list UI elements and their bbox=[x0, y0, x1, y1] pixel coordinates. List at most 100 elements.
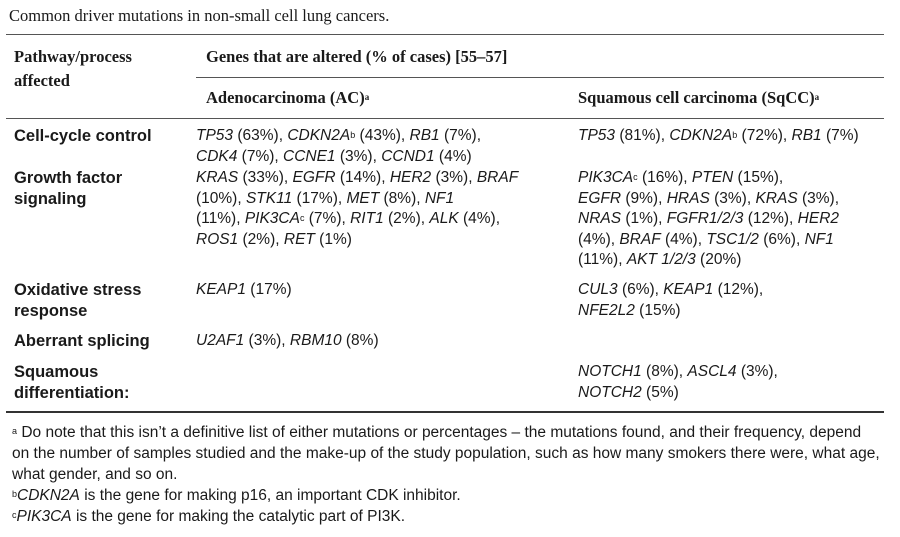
row-pathway: Oxidative stress response bbox=[14, 280, 194, 322]
gene-name: EGFR bbox=[578, 189, 622, 207]
gene-name: NRAS bbox=[578, 210, 622, 228]
footnote-b: bCDKN2A is the gene for making p16, an i… bbox=[12, 485, 882, 506]
gene-name: CCNE1 bbox=[283, 147, 336, 165]
gene-percentage: (4%), bbox=[458, 210, 501, 228]
row-pathway-line1: Growth factor bbox=[14, 169, 123, 187]
row-pathway: Squamous differentiation: bbox=[14, 362, 194, 404]
gene-percentage: (8%), bbox=[641, 363, 688, 380]
gene-name: RB1 bbox=[791, 127, 822, 144]
gene-name: CCND1 bbox=[381, 147, 435, 165]
gene-name: ASCL4 bbox=[687, 363, 737, 380]
footnote-b-gene: CDKN2A bbox=[17, 487, 80, 504]
gene-name: EGFR bbox=[292, 169, 336, 186]
gene-percentage: (12%), bbox=[713, 281, 764, 298]
gene-percentage: (15%) bbox=[634, 301, 681, 319]
gene-name: RIT1 bbox=[350, 210, 384, 228]
gene-name: U2AF1 bbox=[196, 332, 245, 349]
gene-percentage: (1%) bbox=[314, 230, 352, 248]
header-genes: Genes that are altered (% of cases) [55–… bbox=[206, 47, 508, 66]
gene-percentage: (3%), bbox=[244, 332, 290, 349]
gene-name: RB1 bbox=[409, 127, 440, 144]
gene-percentage: (81%), bbox=[615, 127, 670, 144]
gene-percentage: (20%) bbox=[695, 251, 742, 269]
genes-underline bbox=[196, 77, 884, 78]
gene-name: PTEN bbox=[691, 169, 734, 186]
gene-percentage: (2%), bbox=[383, 210, 430, 228]
header-sq-label: Squamous cell carcinoma (SqCC) bbox=[578, 88, 815, 107]
gene-name: TP53 bbox=[578, 127, 616, 144]
gene-footnote-mark: b bbox=[732, 130, 738, 140]
gene-name: ALK bbox=[429, 210, 459, 228]
gene-percentage: (17%), bbox=[292, 189, 347, 207]
gene-name: RET bbox=[283, 230, 315, 248]
row-pathway-line1: Oxidative stress bbox=[14, 281, 142, 299]
gene-name: PIK3CA bbox=[578, 169, 634, 186]
header-sq: Squamous cell carcinoma (SqCC)a bbox=[578, 86, 819, 110]
row-sq-genes: CUL3 (6%), KEAP1 (12%), NFE2L2 (15%) bbox=[578, 280, 888, 321]
gene-percentage: (8%), bbox=[379, 189, 425, 207]
gene-percentage: (4%) bbox=[434, 147, 472, 165]
row-sq-genes: PIK3CAc (16%), PTEN (15%), EGFR (9%), HRA… bbox=[578, 168, 888, 271]
footnote-c-text: is the gene for making the catalytic par… bbox=[71, 508, 406, 525]
gene-name: AKT 1/2/3 bbox=[626, 251, 696, 269]
footnote-b-mark: b bbox=[12, 489, 18, 499]
gene-percentage: (7%) bbox=[821, 127, 859, 144]
gene-percentage: (3%), bbox=[797, 189, 840, 207]
top-rule bbox=[6, 34, 884, 35]
gene-percentage: (3%), bbox=[335, 147, 382, 165]
row-pathway: Growth factor signaling bbox=[14, 168, 194, 210]
gene-name: TSC1/2 bbox=[706, 230, 759, 248]
header-pathway: Pathway/process affected bbox=[14, 45, 132, 93]
row-sq-genes: TP53 (81%), CDKN2Ab (72%), RB1 (7%) bbox=[578, 126, 888, 147]
row-pathway-line2: signaling bbox=[14, 190, 87, 208]
gene-percentage: (5%) bbox=[641, 383, 679, 401]
gene-percentage: (14%), bbox=[335, 169, 390, 186]
gene-percentage: (63%), bbox=[233, 127, 288, 144]
gene-name: ROS1 bbox=[196, 230, 239, 248]
gene-name: RBM10 bbox=[289, 332, 342, 349]
row-pathway-line2: differentiation: bbox=[14, 384, 130, 402]
row-ac-genes: KEAP1 (17%) bbox=[196, 280, 546, 301]
footnote-a: a Do note that this isn’t a definitive l… bbox=[12, 422, 882, 485]
gene-percentage: (7%), bbox=[439, 127, 481, 144]
header-ac: Adenocarcinoma (AC)a bbox=[206, 86, 369, 110]
gene-percentage: (17%) bbox=[245, 281, 292, 298]
gene-name: NFE2L2 bbox=[578, 301, 635, 319]
gene-percentage: (6%), bbox=[758, 230, 805, 248]
row-pathway-line2: response bbox=[14, 302, 88, 320]
gene-percentage: (15%), bbox=[733, 169, 784, 186]
gene-percentage: (4%), bbox=[578, 230, 620, 248]
gene-percentage: (33%), bbox=[238, 169, 293, 186]
gene-name: CUL3 bbox=[578, 281, 618, 298]
gene-percentage: (72%), bbox=[737, 127, 792, 144]
row-pathway-line1: Squamous bbox=[14, 363, 99, 381]
header-pathway-line1: Pathway/process bbox=[14, 47, 132, 66]
gene-name: CDKN2A bbox=[287, 127, 351, 144]
gene-name: NOTCH2 bbox=[578, 383, 642, 401]
table-bottom-rule bbox=[6, 411, 884, 413]
header-bottom-rule bbox=[6, 118, 884, 119]
header-ac-sup: a bbox=[364, 92, 370, 102]
gene-percentage: (9%), bbox=[621, 189, 667, 207]
gene-name: MET bbox=[346, 189, 380, 207]
row-ac-genes: KRAS (33%), EGFR (14%), HER2 (3%), BRAF (… bbox=[196, 168, 546, 250]
header-ac-label: Adenocarcinoma (AC) bbox=[206, 88, 365, 107]
table-caption: Common driver mutations in non-small cel… bbox=[9, 6, 390, 25]
gene-name: STK11 bbox=[245, 189, 293, 207]
row-ac-genes: U2AF1 (3%), RBM10 (8%) bbox=[196, 331, 546, 352]
gene-name: NOTCH1 bbox=[578, 363, 642, 380]
gene-percentage: (43%), bbox=[355, 127, 410, 144]
gene-percentage: (1%), bbox=[621, 210, 667, 228]
gene-percentage: (3%), bbox=[431, 169, 477, 186]
gene-footnote-mark: c bbox=[633, 172, 638, 182]
gene-footnote-mark: b bbox=[350, 130, 356, 140]
gene-percentage: (2%), bbox=[238, 230, 284, 248]
gene-percentage: (3%), bbox=[736, 363, 778, 380]
gene-name: NF1 bbox=[804, 230, 834, 248]
gene-name: KEAP1 bbox=[663, 281, 714, 298]
gene-name: CDK4 bbox=[196, 147, 238, 165]
gene-percentage: (10%), bbox=[196, 189, 246, 207]
gene-percentage: (7%), bbox=[304, 210, 351, 228]
gene-name: KRAS bbox=[196, 169, 239, 186]
gene-percentage: (6%), bbox=[617, 281, 664, 298]
